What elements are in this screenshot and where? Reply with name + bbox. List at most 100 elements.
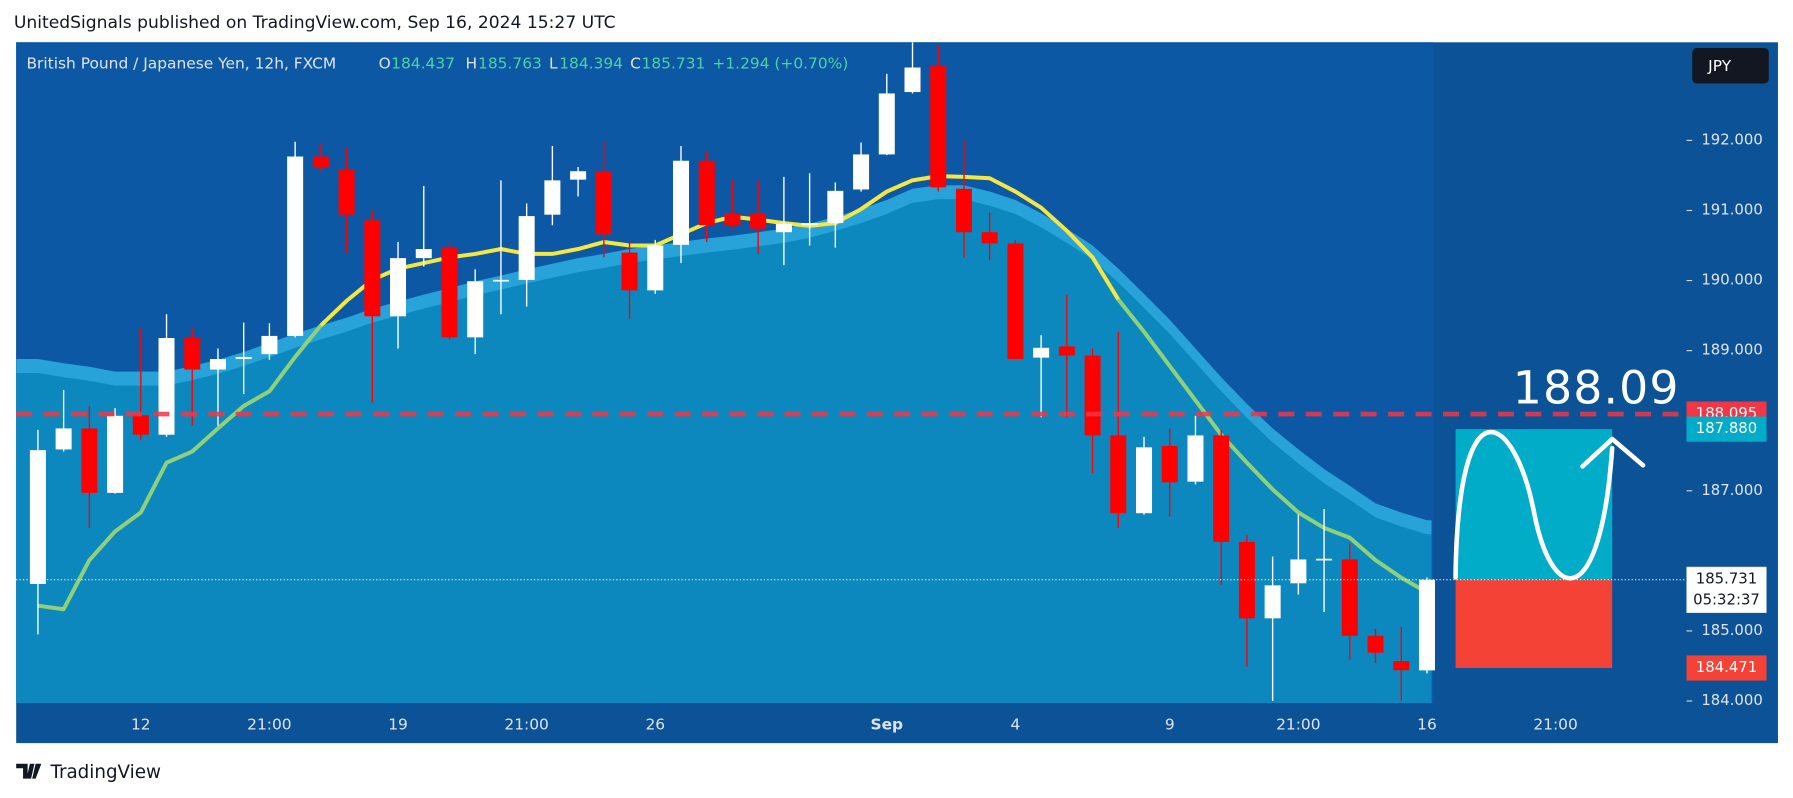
- x-tick-label: 21:00: [1276, 715, 1320, 733]
- currency-label[interactable]: JPY: [1707, 57, 1732, 75]
- stop-label-text: 184.471: [1696, 658, 1757, 676]
- candle-body: [698, 160, 715, 226]
- candle-body: [750, 213, 767, 229]
- x-tick-label: 26: [645, 715, 665, 733]
- plot-area: [16, 42, 1435, 704]
- ribbon-inner: [16, 199, 1432, 704]
- y-tick-label: 189.000: [1701, 341, 1762, 359]
- symbol-title: British Pound / Japanese Yen, 12h, FXCM: [26, 55, 336, 73]
- candle-body: [801, 223, 818, 225]
- candle-body: [364, 220, 381, 317]
- candle-body: [29, 450, 46, 584]
- candle-body: [107, 415, 124, 493]
- candle-body: [724, 213, 741, 226]
- candle-body: [827, 190, 844, 224]
- target-label-box: [1686, 416, 1767, 442]
- candle-body: [1161, 445, 1178, 483]
- candle-body: [595, 171, 612, 235]
- drawn-wave: [1453, 430, 1615, 581]
- legend-h: H: [465, 55, 477, 73]
- legend-l: L: [549, 55, 558, 73]
- candle-body: [930, 66, 947, 188]
- candle-body: [235, 356, 252, 360]
- countdown: 05:32:37: [1693, 590, 1760, 608]
- target-label-text: 187.880: [1696, 419, 1757, 437]
- candle-body: [158, 338, 175, 435]
- candle-body: [853, 154, 870, 190]
- candle-body: [1187, 435, 1204, 482]
- candle-body: [492, 279, 509, 282]
- legend-c: C: [630, 55, 641, 73]
- legend-change: +1.294 (+0.70%): [712, 55, 848, 73]
- legend-close: 185.731: [642, 55, 706, 73]
- legend: British Pound / Japanese Yen, 12h, FXCM …: [26, 55, 848, 73]
- candle-body: [1033, 347, 1050, 358]
- legend-high: 185.763: [478, 55, 542, 73]
- candle-body: [775, 223, 792, 233]
- x-tick-label: 21:00: [1533, 715, 1577, 733]
- footer-logo: TradingView: [16, 762, 161, 783]
- footer-brand: TradingView: [49, 762, 161, 783]
- logo-icon: [16, 763, 42, 779]
- currency-button[interactable]: [1692, 48, 1769, 84]
- y-tick-label: 191.000: [1701, 200, 1762, 218]
- candle-body: [1058, 346, 1075, 356]
- drawn-arrow: [1580, 436, 1646, 469]
- x-tick-label: 16: [1417, 715, 1437, 733]
- moving-average: [37, 298, 1428, 612]
- candle-body: [1367, 635, 1384, 653]
- y-tick-label: 184.000: [1701, 691, 1762, 709]
- candle-body: [878, 93, 895, 155]
- legend-low: 184.394: [559, 55, 623, 73]
- last-price-label-box: [1686, 567, 1767, 613]
- y-tick-label: 187.000: [1701, 481, 1762, 499]
- candle-body: [184, 337, 201, 370]
- stop-zone: [1455, 579, 1613, 669]
- price-annotation: 188.09: [1513, 361, 1680, 414]
- candle-body: [441, 247, 458, 338]
- y-tick-label: 192.000: [1701, 130, 1762, 148]
- x-tick-label: Sep: [870, 715, 903, 733]
- legend-o: O: [379, 55, 391, 73]
- candle-body: [1110, 435, 1127, 514]
- candle-body: [981, 232, 998, 244]
- candle-body: [570, 171, 587, 180]
- x-tick-label: 9: [1165, 715, 1175, 733]
- candle-body: [1264, 585, 1281, 619]
- candle-body: [209, 359, 226, 370]
- candle-body: [415, 249, 432, 259]
- last-price-label-text: 185.731: [1696, 570, 1757, 588]
- candle-body: [904, 67, 921, 93]
- x-tick-label: 12: [131, 715, 151, 733]
- x-tick-label: 21:00: [504, 715, 548, 733]
- publisher-header: UnitedSignals published on TradingView.c…: [14, 13, 616, 33]
- candle-body: [261, 335, 278, 355]
- candle-body: [1393, 661, 1410, 671]
- candle-body: [955, 188, 972, 233]
- candle-body: [1238, 541, 1255, 619]
- candle-body: [1007, 243, 1024, 360]
- candle-body: [338, 169, 355, 215]
- x-tick-label: 19: [388, 715, 408, 733]
- candle-body: [287, 156, 304, 336]
- y-tick-label: 185.000: [1701, 621, 1762, 639]
- candle-body: [81, 428, 98, 493]
- candle-body: [1418, 579, 1435, 671]
- candle-body: [55, 428, 72, 450]
- candle-body: [1341, 559, 1358, 636]
- legend-open: 184.437: [391, 55, 455, 73]
- candle-body: [1316, 558, 1333, 561]
- candle-body: [312, 156, 329, 168]
- candle-body: [672, 160, 689, 245]
- candle-body: [1290, 559, 1307, 584]
- y-tick-label: 190.000: [1701, 271, 1762, 289]
- candle-body: [1084, 355, 1101, 436]
- x-tick-label: 4: [1010, 715, 1020, 733]
- overlay: 188.09: [1453, 361, 1680, 669]
- candle-body: [390, 258, 407, 317]
- candle-body: [647, 245, 664, 291]
- candle-body: [621, 252, 638, 291]
- candle-body: [518, 216, 535, 280]
